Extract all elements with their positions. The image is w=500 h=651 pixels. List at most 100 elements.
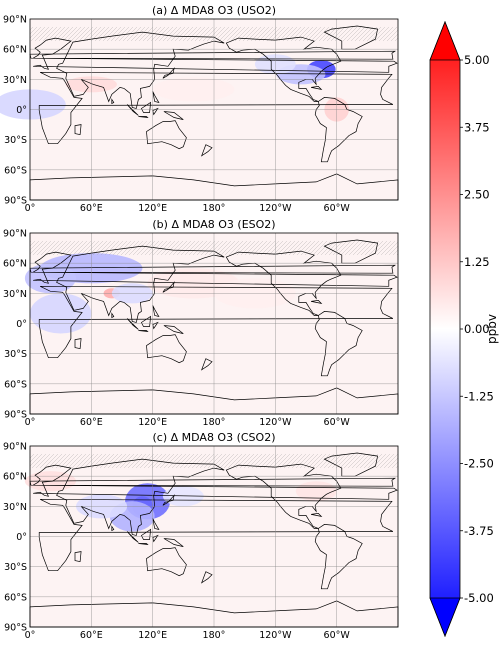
coastlines xyxy=(29,25,399,201)
coastline xyxy=(314,311,363,377)
colorbar-min-extension xyxy=(429,597,461,638)
coastline xyxy=(152,305,160,318)
colorbar-tick-label: 5.00 xyxy=(464,53,490,67)
lat-label: 90°N xyxy=(3,15,27,26)
lat-label: 60°N xyxy=(3,472,27,483)
map-frame xyxy=(29,232,399,415)
lon-label: 120°E xyxy=(138,203,167,214)
coastline xyxy=(74,551,82,563)
lat-label: 90°S xyxy=(4,623,27,634)
coastline xyxy=(74,124,82,136)
coastline xyxy=(140,101,152,113)
coastline xyxy=(56,458,225,536)
colorbar-tick-label: -1.25 xyxy=(464,389,494,403)
lon-label: 120°W xyxy=(259,203,292,214)
coastline xyxy=(56,31,225,109)
lat-label: 30°N xyxy=(3,75,27,86)
colorbar-tick-label: -3.75 xyxy=(464,524,494,538)
coastline xyxy=(140,315,152,327)
map-frame xyxy=(29,18,399,201)
longitude-labels: 0° 60°E 120°E 180° 120°W 60°W xyxy=(25,417,351,428)
coastline xyxy=(74,338,82,350)
coastline xyxy=(311,86,323,90)
coastline xyxy=(323,452,379,477)
coastline xyxy=(126,531,139,543)
lon-label: 60°W xyxy=(324,630,351,641)
colorbar-max-extension xyxy=(429,20,461,61)
colorbar-label: ppbv xyxy=(485,314,499,344)
lon-label: 60°E xyxy=(80,630,103,641)
coastline xyxy=(38,498,394,572)
lat-label: 90°N xyxy=(3,442,27,453)
lat-label: 30°N xyxy=(3,502,27,513)
coastline xyxy=(146,547,187,577)
lat-label: 60°S xyxy=(4,379,27,390)
colorbar-tick-label: 3.75 xyxy=(464,120,490,134)
coastline xyxy=(163,111,184,120)
anomaly-spot xyxy=(162,486,204,507)
lon-label: 120°E xyxy=(138,630,167,641)
coastline xyxy=(163,325,184,334)
panel-title: (c) Δ MDA8 O3 (CSO2) xyxy=(153,431,276,444)
lat-label: 90°S xyxy=(4,410,27,421)
coastline xyxy=(111,525,115,532)
colorbar-bar xyxy=(429,20,461,638)
coastline xyxy=(31,37,398,73)
colorbar-tick-label: -5.00 xyxy=(464,591,494,605)
colorbar-tick-label: 1.25 xyxy=(464,255,490,269)
lat-label: 60°S xyxy=(4,592,27,603)
coastline xyxy=(56,245,225,323)
map-frame xyxy=(29,445,399,628)
lon-label: 180° xyxy=(203,203,226,214)
coastline xyxy=(201,144,213,157)
longitude-labels: 0° 60°E 120°E 180° 120°W 60°W xyxy=(25,203,351,214)
lon-label: 0° xyxy=(25,417,36,428)
lat-label: 30°S xyxy=(4,135,27,146)
coastline xyxy=(225,250,342,316)
lat-label: 0° xyxy=(16,532,27,543)
lat-label: 60°S xyxy=(4,165,27,176)
coastline xyxy=(225,36,342,102)
anomaly-spot xyxy=(0,89,66,120)
coastline xyxy=(111,312,115,319)
coastline xyxy=(311,513,323,517)
coastline xyxy=(126,104,139,116)
lat-label: 60°N xyxy=(3,259,27,270)
map-panel-b: (b) Δ MDA8 O3 (ESO2) 90°N 60°N 30°N 0° 3… xyxy=(3,218,399,428)
lat-label: 60°N xyxy=(3,45,27,56)
lat-label: 90°S xyxy=(4,196,27,207)
coastline xyxy=(38,71,394,145)
coastline xyxy=(138,330,149,332)
gridlines xyxy=(30,446,398,627)
colorbar-tick-label: 2.50 xyxy=(464,188,490,202)
lat-label: 90°N xyxy=(3,229,27,240)
coastline xyxy=(323,25,379,50)
coastline xyxy=(38,285,394,359)
coastline xyxy=(162,67,175,79)
lat-label: 30°S xyxy=(4,562,27,573)
longitude-labels: 0° 60°E 120°E 180° 120°W 60°W xyxy=(25,630,351,641)
coastline xyxy=(138,116,149,118)
gridlines xyxy=(30,19,398,200)
coastline xyxy=(314,97,363,163)
coastline xyxy=(146,120,187,150)
coastline xyxy=(138,543,149,545)
lon-label: 60°W xyxy=(324,203,351,214)
gridlines xyxy=(30,233,398,414)
coastline xyxy=(111,98,115,105)
coastlines xyxy=(29,239,399,415)
panel-title: (a) Δ MDA8 O3 (USO2) xyxy=(152,4,276,17)
map-panel-a: (a) Δ MDA8 O3 (USO2) 90°N 60°N 30°N 0° 3… xyxy=(0,4,399,214)
lon-label: 60°E xyxy=(80,417,103,428)
colorbar-tick-label: -2.50 xyxy=(464,457,494,471)
panel-title: (b) Δ MDA8 O3 (ESO2) xyxy=(152,218,275,231)
coastline xyxy=(126,318,139,330)
map-panel-c: (c) Δ MDA8 O3 (CSO2) 90°N 60°N 30°N 0° 3… xyxy=(3,431,399,641)
coastline xyxy=(140,528,152,540)
latitude-labels: 90°N 60°N 30°N 0° 30°S 60°S 90°S xyxy=(3,15,27,207)
latitude-labels: 90°N 60°N 30°N 0° 30°S 60°S 90°S xyxy=(3,442,27,634)
coastline xyxy=(31,251,398,287)
anomaly-spot xyxy=(152,77,235,102)
coastline xyxy=(201,358,213,371)
